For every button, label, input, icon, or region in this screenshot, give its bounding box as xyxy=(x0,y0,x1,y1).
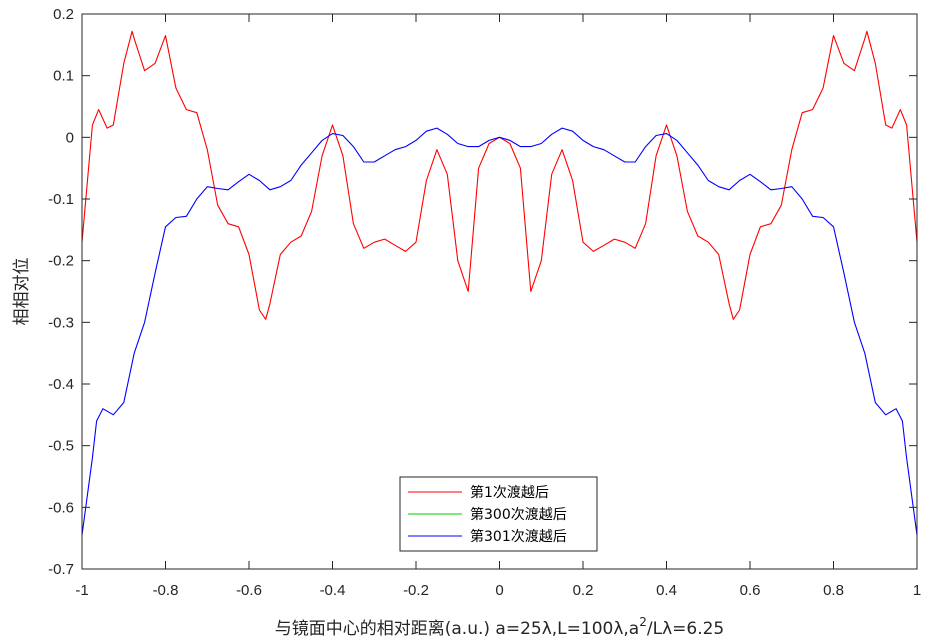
y-tick-label: -0.5 xyxy=(48,438,74,455)
x-tick-label: 1 xyxy=(913,582,921,599)
series-layer xyxy=(81,30,918,536)
x-tick-label: 0.8 xyxy=(823,582,844,599)
y-tick-label: -0.2 xyxy=(48,253,74,270)
x-axis-title-superscript: 2 xyxy=(639,615,647,629)
y-tick-label: -0.4 xyxy=(48,376,74,393)
x-tick-label: 0.2 xyxy=(573,582,594,599)
x-tick-label: 0.4 xyxy=(656,582,677,599)
y-tick-label: -0.7 xyxy=(48,561,74,578)
x-tick-label: -0.2 xyxy=(403,582,429,599)
x-tick-label: -0.6 xyxy=(236,582,262,599)
y-axis-title: 相相对位 xyxy=(12,258,32,326)
x-axis-title: 与镜面中心的相对距离(a.u.) a=25λ,L=100λ,a2/Lλ=6.25 xyxy=(275,615,724,639)
y-tick-label: 0.1 xyxy=(53,68,74,85)
y-axis-ticks: 0.2 0.1 0 -0.1 -0.2 -0.3 -0.4 -0.5 -0.6 -0.7 xyxy=(48,6,917,578)
x-tick-label: -1 xyxy=(75,582,88,599)
x-tick-label: 0 xyxy=(495,582,503,599)
y-tick-label: -0.6 xyxy=(48,499,74,516)
series-line-3 xyxy=(81,127,918,536)
y-tick-label: 0 xyxy=(66,129,74,146)
x-axis-ticks: -1 -0.8 -0.6 -0.4 -0.2 0 0.2 0.4 0.6 0.8 1 xyxy=(75,14,921,599)
legend-entry-3: 第301次渡越后 xyxy=(470,528,567,545)
x-tick-label: 0.6 xyxy=(740,582,761,599)
y-tick-label: -0.3 xyxy=(48,314,74,331)
legend-entry-2: 第300次渡越后 xyxy=(470,506,567,523)
legend-entry-1: 第1次渡越后 xyxy=(470,484,549,501)
y-tick-label: 0.2 xyxy=(53,6,74,23)
x-axis-title-main: 与镜面中心的相对距离(a.u.) a=25λ,L=100λ,a xyxy=(275,619,639,639)
y-tick-label: -0.1 xyxy=(48,191,74,208)
x-tick-label: -0.4 xyxy=(320,582,346,599)
x-tick-label: -0.8 xyxy=(153,582,179,599)
x-axis-title-suffix: /Lλ=6.25 xyxy=(647,619,724,639)
